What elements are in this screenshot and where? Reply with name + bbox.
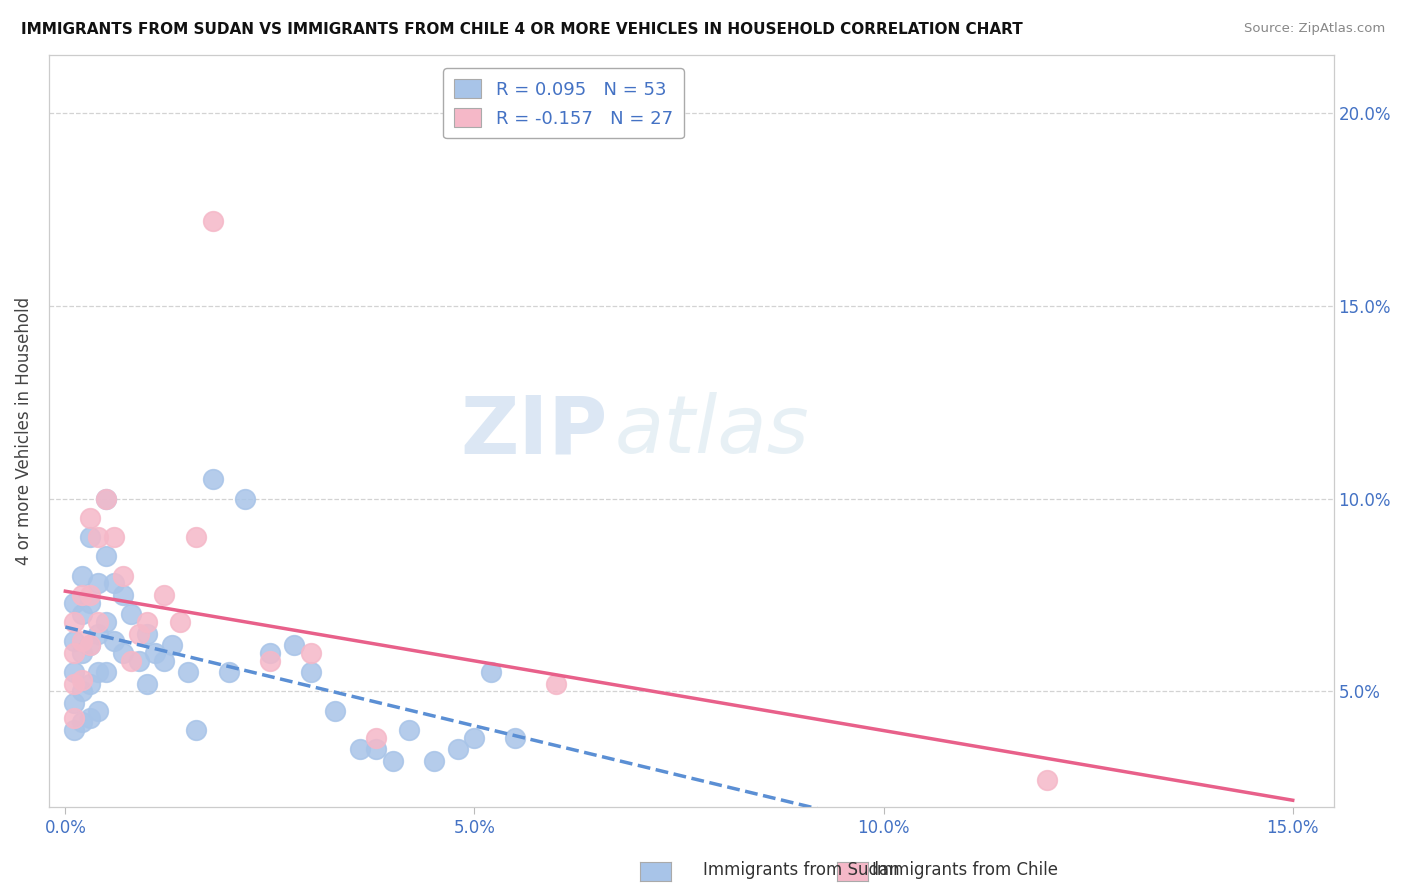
Point [349, 742, 371, 756]
Point [186, 723, 208, 737]
Text: atlas: atlas [614, 392, 808, 470]
Point [169, 615, 191, 629]
Point [283, 638, 305, 652]
Point [70, 607, 93, 622]
Point [259, 646, 281, 660]
Point [103, 530, 125, 544]
Point [201, 214, 224, 228]
Point [111, 646, 134, 660]
Point [447, 742, 470, 756]
Point [186, 530, 208, 544]
Y-axis label: 4 or more Vehicles in Household: 4 or more Vehicles in Household [15, 297, 32, 566]
Point [235, 491, 257, 506]
Point [111, 588, 134, 602]
Point [96, 491, 118, 506]
Point [79, 676, 101, 690]
Point [160, 638, 183, 652]
Text: ZIP: ZIP [461, 392, 607, 470]
Point [79, 530, 101, 544]
Point [96, 665, 118, 679]
Point [422, 754, 444, 768]
Point [70, 568, 93, 582]
Point [103, 634, 125, 648]
Point [259, 654, 281, 668]
Point [299, 646, 322, 660]
Point [62, 646, 84, 660]
Point [479, 665, 502, 679]
Point [62, 696, 84, 710]
Point [79, 638, 101, 652]
Point [79, 596, 101, 610]
Point [201, 472, 224, 486]
Point [152, 588, 174, 602]
Point [103, 576, 125, 591]
Point [136, 676, 159, 690]
Point [463, 731, 485, 745]
Point [62, 711, 84, 725]
Point [546, 676, 568, 690]
Point [70, 634, 93, 648]
Point [70, 684, 93, 698]
Point [87, 626, 110, 640]
Text: Immigrants from Chile: Immigrants from Chile [872, 861, 1057, 879]
Text: IMMIGRANTS FROM SUDAN VS IMMIGRANTS FROM CHILE 4 OR MORE VEHICLES IN HOUSEHOLD C: IMMIGRANTS FROM SUDAN VS IMMIGRANTS FROM… [21, 22, 1022, 37]
Point [398, 723, 420, 737]
Point [128, 654, 150, 668]
Point [79, 711, 101, 725]
Point [177, 665, 200, 679]
Point [62, 665, 84, 679]
Point [70, 646, 93, 660]
Point [79, 638, 101, 652]
Point [136, 615, 159, 629]
Point [218, 665, 240, 679]
Point [299, 665, 322, 679]
Point [111, 568, 134, 582]
Point [87, 530, 110, 544]
Point [128, 626, 150, 640]
Point [62, 676, 84, 690]
Point [87, 704, 110, 718]
Point [96, 615, 118, 629]
Point [62, 634, 84, 648]
Point [62, 615, 84, 629]
Point [366, 731, 388, 745]
Point [136, 626, 159, 640]
Point [62, 723, 84, 737]
Point [152, 654, 174, 668]
Point [79, 588, 101, 602]
Point [62, 596, 84, 610]
Point [120, 654, 142, 668]
Point [79, 511, 101, 525]
Point [70, 588, 93, 602]
Point [96, 491, 118, 506]
Point [96, 549, 118, 564]
Point [325, 704, 347, 718]
Point [381, 754, 404, 768]
Point [1036, 773, 1059, 788]
Point [87, 576, 110, 591]
Legend: R = 0.095   N = 53, R = -0.157   N = 27: R = 0.095 N = 53, R = -0.157 N = 27 [443, 68, 683, 138]
Point [70, 715, 93, 730]
Point [366, 742, 388, 756]
Text: Source: ZipAtlas.com: Source: ZipAtlas.com [1244, 22, 1385, 36]
Point [143, 646, 166, 660]
Text: Immigrants from Sudan: Immigrants from Sudan [703, 861, 900, 879]
Point [87, 665, 110, 679]
Point [505, 731, 527, 745]
Point [70, 673, 93, 687]
Point [87, 615, 110, 629]
Point [120, 607, 142, 622]
